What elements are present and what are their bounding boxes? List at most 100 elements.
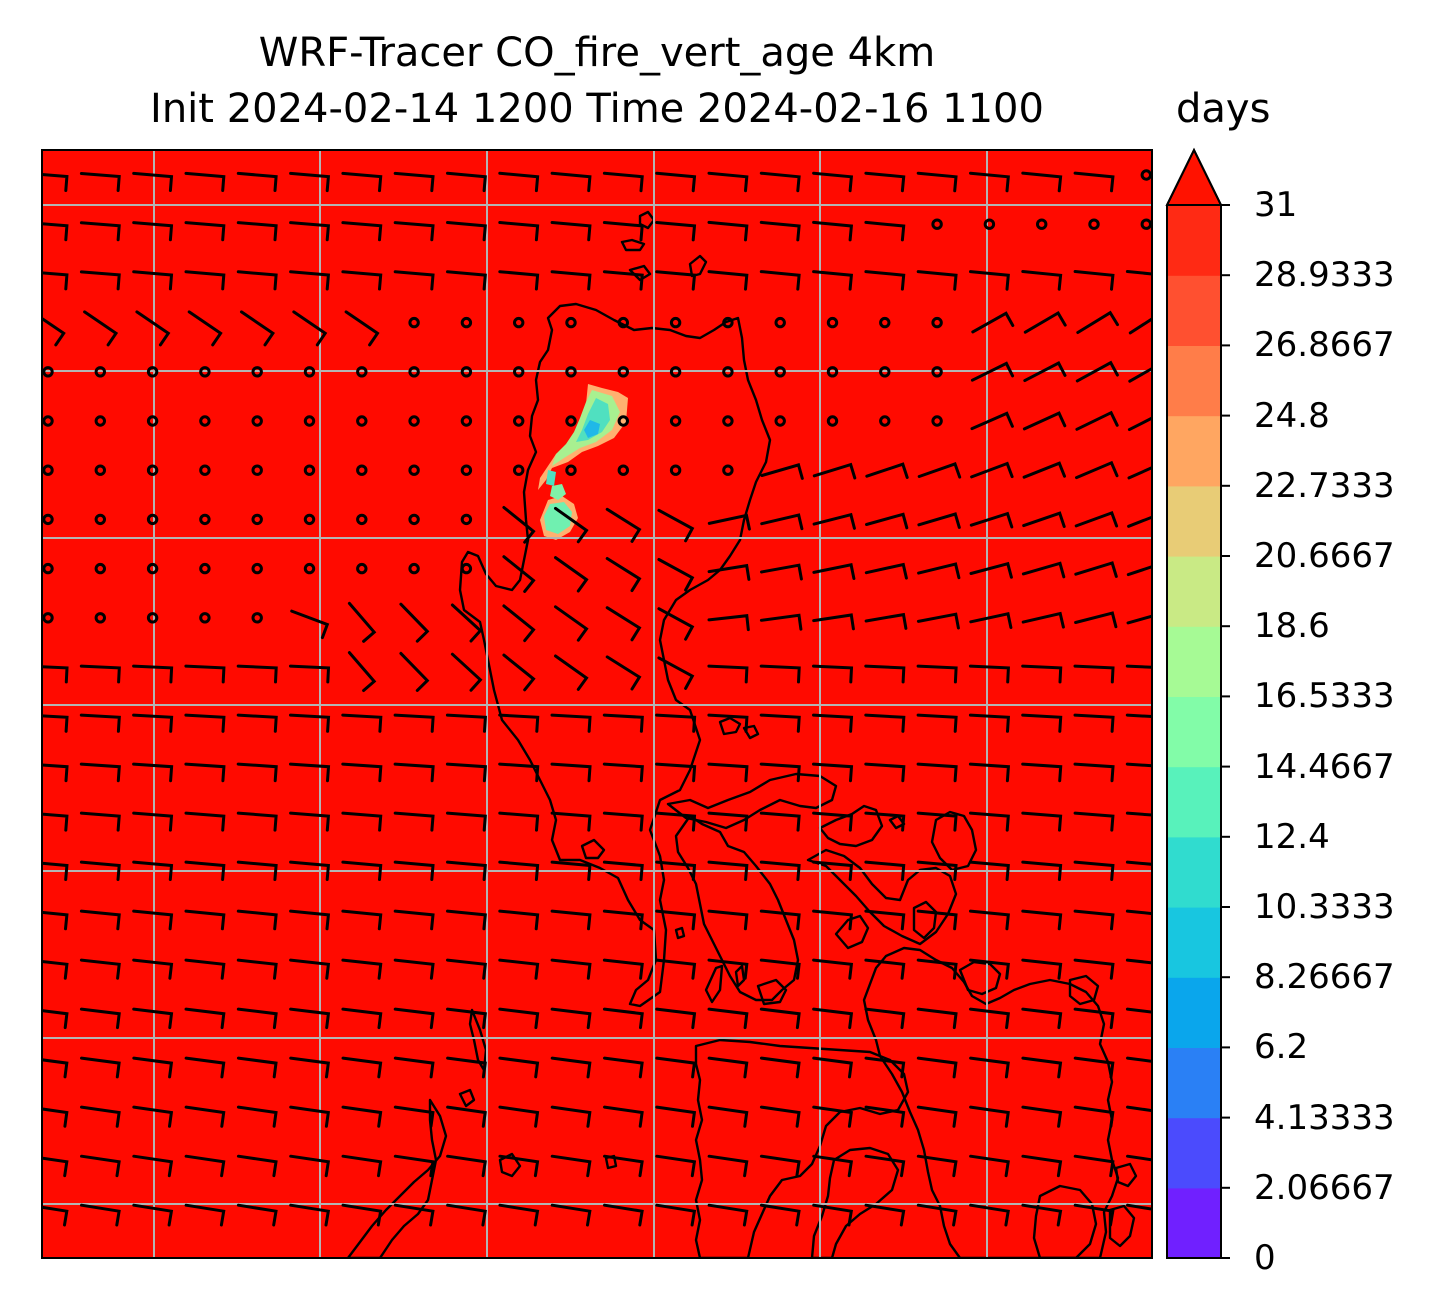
wind-barb — [399, 651, 430, 692]
calm-wind-circle — [669, 464, 682, 476]
wind-barb — [393, 1105, 435, 1128]
wind-barb — [864, 1007, 906, 1030]
calm-wind-circle — [460, 513, 473, 526]
wind-barb — [968, 713, 1010, 733]
wind-barb — [864, 958, 906, 980]
wind-barb — [916, 1203, 958, 1227]
wind-barb — [341, 1105, 383, 1128]
wind-barb — [1023, 310, 1067, 334]
wind-barb — [132, 762, 174, 783]
wind-barb — [550, 713, 592, 733]
colorbar-frame — [1166, 147, 1222, 1259]
wind-barb — [498, 1154, 540, 1178]
wind-barb — [446, 221, 487, 242]
wind-barb — [446, 958, 487, 980]
wind-barb — [602, 811, 644, 832]
colorbar-segment — [1167, 345, 1221, 417]
colorbar-segment — [1167, 556, 1221, 627]
wind-barb — [132, 1007, 174, 1030]
wind-barb — [393, 1007, 435, 1030]
wind-barb — [1073, 664, 1115, 684]
wind-barb — [602, 860, 644, 881]
wind-barb — [655, 1154, 697, 1178]
wind-barb — [759, 860, 801, 881]
calm-wind-circle — [199, 612, 211, 624]
wind-barb — [707, 664, 749, 684]
calm-wind-circle — [42, 415, 54, 427]
calm-wind-circle — [931, 366, 943, 378]
wind-barb — [83, 310, 119, 347]
wind-barb — [498, 860, 540, 881]
wind-barb — [916, 1056, 958, 1079]
calm-wind-circles — [42, 169, 1152, 624]
calm-wind-circle — [42, 464, 54, 476]
wind-barb — [1022, 511, 1066, 528]
wind-barb — [1125, 958, 1152, 965]
wind-barb — [236, 762, 278, 783]
wind-barb — [1073, 1154, 1115, 1178]
wind-barb — [655, 811, 697, 832]
wind-barb — [498, 221, 540, 242]
wind-barb — [1127, 416, 1152, 432]
calm-wind-circle — [408, 316, 420, 329]
wind-barb — [184, 171, 226, 192]
calm-wind-circle — [513, 316, 525, 329]
wind-barb — [550, 1105, 592, 1128]
wind-barb — [550, 171, 592, 193]
calm-wind-circle — [513, 415, 525, 427]
calm-wind-circle — [42, 562, 54, 575]
wind-barb — [1073, 1105, 1115, 1128]
wind-barb — [865, 462, 909, 479]
wind-barb — [759, 958, 801, 980]
calm-wind-circle — [303, 513, 316, 526]
wind-barb — [184, 1007, 226, 1030]
wind-barb — [446, 1105, 487, 1128]
wind-barb — [655, 221, 697, 242]
wind-barb — [759, 713, 801, 733]
wind-barb — [969, 1056, 1010, 1079]
wind-barb — [393, 811, 435, 832]
wind-barb — [236, 171, 278, 192]
wind-barb — [970, 411, 1014, 431]
wind-barb — [1021, 1007, 1063, 1030]
wind-barb — [554, 556, 589, 593]
wind-barb — [916, 664, 958, 684]
wind-barb — [707, 270, 749, 291]
wind-barb — [1075, 460, 1119, 480]
wind-barb — [605, 557, 642, 593]
wind-barb — [393, 270, 435, 291]
wind-barb — [1126, 1105, 1152, 1113]
calm-wind-circle — [722, 366, 734, 378]
wind-barb — [707, 513, 751, 531]
calm-wind-circle — [408, 562, 420, 575]
colorbar-tick-label: 31 — [1254, 185, 1298, 225]
calm-wind-circle — [774, 415, 786, 427]
wind-barb — [916, 860, 958, 881]
colorbar-tick-label: 10.3333 — [1254, 887, 1395, 927]
wind-barb — [759, 220, 801, 242]
wind-barb — [184, 664, 226, 684]
wind-barb — [864, 909, 906, 931]
wind-barb — [132, 1105, 174, 1128]
wind-barb — [502, 653, 536, 692]
calm-wind-circle — [94, 612, 107, 624]
wind-barb — [1021, 611, 1065, 629]
wind-barb — [1073, 1056, 1115, 1079]
wind-barb — [865, 512, 909, 530]
wind-barb — [655, 762, 697, 783]
wind-barb — [393, 713, 435, 733]
wind-barb — [916, 1007, 958, 1030]
wind-barb — [1125, 811, 1152, 817]
calm-wind-circle — [408, 415, 420, 427]
wind-barb — [1128, 366, 1152, 383]
wind-barb — [812, 664, 854, 684]
wind-barb — [916, 1105, 958, 1128]
colorbar-segment — [1167, 1047, 1221, 1119]
wind-barb — [289, 664, 331, 684]
wind-barb — [707, 171, 749, 193]
wind-barb — [498, 270, 540, 291]
wind-barb — [812, 462, 857, 480]
wind-barb — [79, 664, 121, 684]
wind-barb — [240, 310, 275, 347]
calm-wind-circle — [408, 366, 420, 378]
